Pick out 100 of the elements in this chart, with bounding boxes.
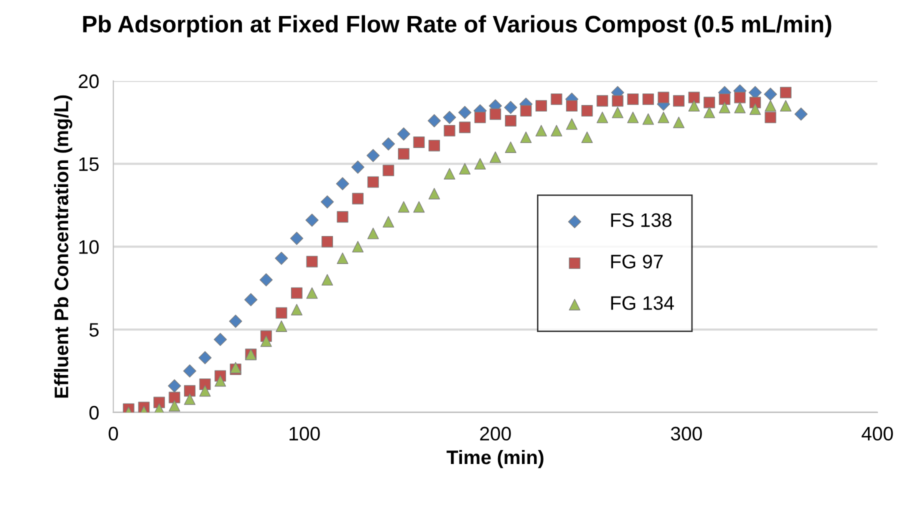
point (306, 256, 318, 268)
point (168, 379, 182, 392)
point (718, 93, 730, 105)
point (673, 116, 685, 128)
point (352, 240, 364, 252)
point (382, 216, 394, 228)
point (764, 88, 778, 101)
y-tick-label: 15 (79, 157, 99, 172)
point (704, 96, 716, 108)
point (442, 110, 456, 124)
point (276, 320, 288, 332)
point (458, 106, 472, 120)
point (183, 364, 196, 378)
point (764, 100, 776, 112)
point (474, 112, 486, 124)
point (229, 314, 242, 328)
point (688, 100, 700, 112)
point (244, 293, 258, 306)
point (367, 176, 379, 188)
point (658, 112, 670, 124)
point (749, 103, 761, 115)
point (520, 105, 532, 117)
point (550, 124, 562, 136)
point (428, 140, 440, 152)
point (596, 95, 608, 107)
point (366, 148, 380, 162)
point (520, 132, 532, 144)
point (320, 195, 334, 208)
point (367, 228, 379, 240)
y-tick-label: 20 (78, 74, 99, 88)
point (290, 304, 302, 316)
point (627, 93, 639, 105)
point (274, 252, 288, 265)
point (398, 201, 410, 213)
point (214, 332, 227, 346)
point (398, 148, 410, 160)
point (290, 287, 302, 299)
point (536, 100, 547, 112)
point (306, 287, 318, 299)
point (260, 273, 273, 286)
y-axis-title: Effluent Pb Concentration (mg/L) (54, 95, 72, 398)
point (581, 105, 593, 117)
point (428, 188, 440, 200)
point (428, 114, 441, 128)
point (168, 400, 180, 412)
legend-label: FS 138 (611, 213, 672, 228)
point (382, 164, 394, 176)
point (198, 351, 212, 364)
point (214, 375, 226, 387)
point (290, 232, 304, 245)
point (184, 393, 196, 405)
point (780, 86, 792, 98)
point (413, 201, 425, 213)
point (734, 102, 746, 114)
point (444, 124, 456, 136)
y-tick-label: 10 (79, 240, 99, 254)
point (734, 92, 746, 104)
point (459, 122, 471, 134)
point (397, 127, 410, 141)
point (490, 108, 502, 120)
point (596, 112, 608, 124)
point (566, 100, 578, 112)
point (673, 95, 685, 107)
point (336, 252, 348, 264)
point (322, 236, 334, 248)
x-tick-label: 100 (290, 426, 320, 441)
x-axis-title: Time (min) (446, 450, 544, 468)
point (504, 100, 518, 114)
x-tick-label: 0 (108, 426, 118, 441)
point (612, 95, 624, 107)
point (550, 93, 562, 105)
point (627, 112, 639, 124)
point (260, 335, 272, 347)
x-tick-label: 300 (670, 426, 702, 441)
point (658, 92, 670, 104)
point (351, 160, 364, 174)
point (336, 177, 350, 190)
point (444, 168, 456, 180)
point (642, 93, 654, 105)
point (794, 108, 808, 121)
x-tick-label: 400 (862, 426, 893, 441)
point (704, 106, 716, 118)
point (780, 100, 792, 112)
point (199, 385, 211, 397)
point (336, 211, 348, 223)
point (276, 307, 288, 319)
point (504, 142, 516, 153)
point (718, 102, 730, 114)
legend-label: FG 97 (611, 254, 663, 268)
legend-label: FG 134 (611, 296, 674, 310)
point (688, 92, 700, 104)
point (382, 137, 395, 150)
point (184, 385, 196, 397)
chart-title: Pb Adsorption at Fixed Flow Rate of Various Compost (0.5 mL/min) (83, 15, 832, 38)
point (459, 163, 471, 175)
point (168, 392, 180, 404)
point (536, 124, 547, 136)
point (566, 118, 578, 130)
point (642, 113, 654, 125)
y-tick-label: 0 (89, 406, 99, 420)
